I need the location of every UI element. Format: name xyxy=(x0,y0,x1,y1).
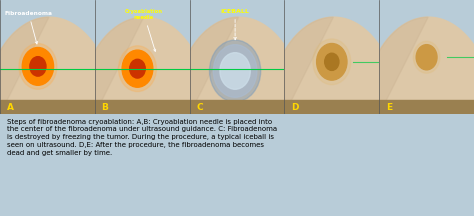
Circle shape xyxy=(213,45,257,97)
Circle shape xyxy=(22,48,54,85)
Polygon shape xyxy=(95,100,190,114)
Polygon shape xyxy=(284,17,379,114)
Circle shape xyxy=(416,45,437,70)
Polygon shape xyxy=(190,17,238,114)
Circle shape xyxy=(30,57,46,76)
Circle shape xyxy=(317,43,347,80)
Polygon shape xyxy=(379,17,474,114)
Polygon shape xyxy=(190,17,284,114)
Circle shape xyxy=(313,39,351,85)
Circle shape xyxy=(118,46,156,92)
Text: C: C xyxy=(196,103,203,111)
Circle shape xyxy=(325,53,339,70)
Text: Cryoablation
needle: Cryoablation needle xyxy=(125,10,163,51)
Text: ICEBALL: ICEBALL xyxy=(221,9,249,40)
Polygon shape xyxy=(190,100,284,114)
Polygon shape xyxy=(284,100,379,114)
Text: B: B xyxy=(101,103,109,111)
Circle shape xyxy=(210,40,261,102)
Polygon shape xyxy=(0,17,49,114)
Circle shape xyxy=(413,41,440,73)
Text: Steps of fibroadenoma cryoablation: A,B: Cryoablation needle is placed into
the : Steps of fibroadenoma cryoablation: A,B:… xyxy=(7,119,277,156)
Polygon shape xyxy=(95,17,190,114)
Polygon shape xyxy=(379,100,474,114)
Text: A: A xyxy=(7,103,14,111)
Circle shape xyxy=(19,43,57,89)
Polygon shape xyxy=(284,17,333,114)
Circle shape xyxy=(122,50,153,87)
Text: D: D xyxy=(291,103,299,111)
Polygon shape xyxy=(379,17,428,114)
Polygon shape xyxy=(0,100,95,114)
Text: E: E xyxy=(386,103,392,111)
Polygon shape xyxy=(0,17,95,114)
Circle shape xyxy=(220,53,250,89)
Polygon shape xyxy=(95,17,144,114)
Text: Fibroadenoma: Fibroadenoma xyxy=(5,11,53,44)
Circle shape xyxy=(130,59,145,78)
